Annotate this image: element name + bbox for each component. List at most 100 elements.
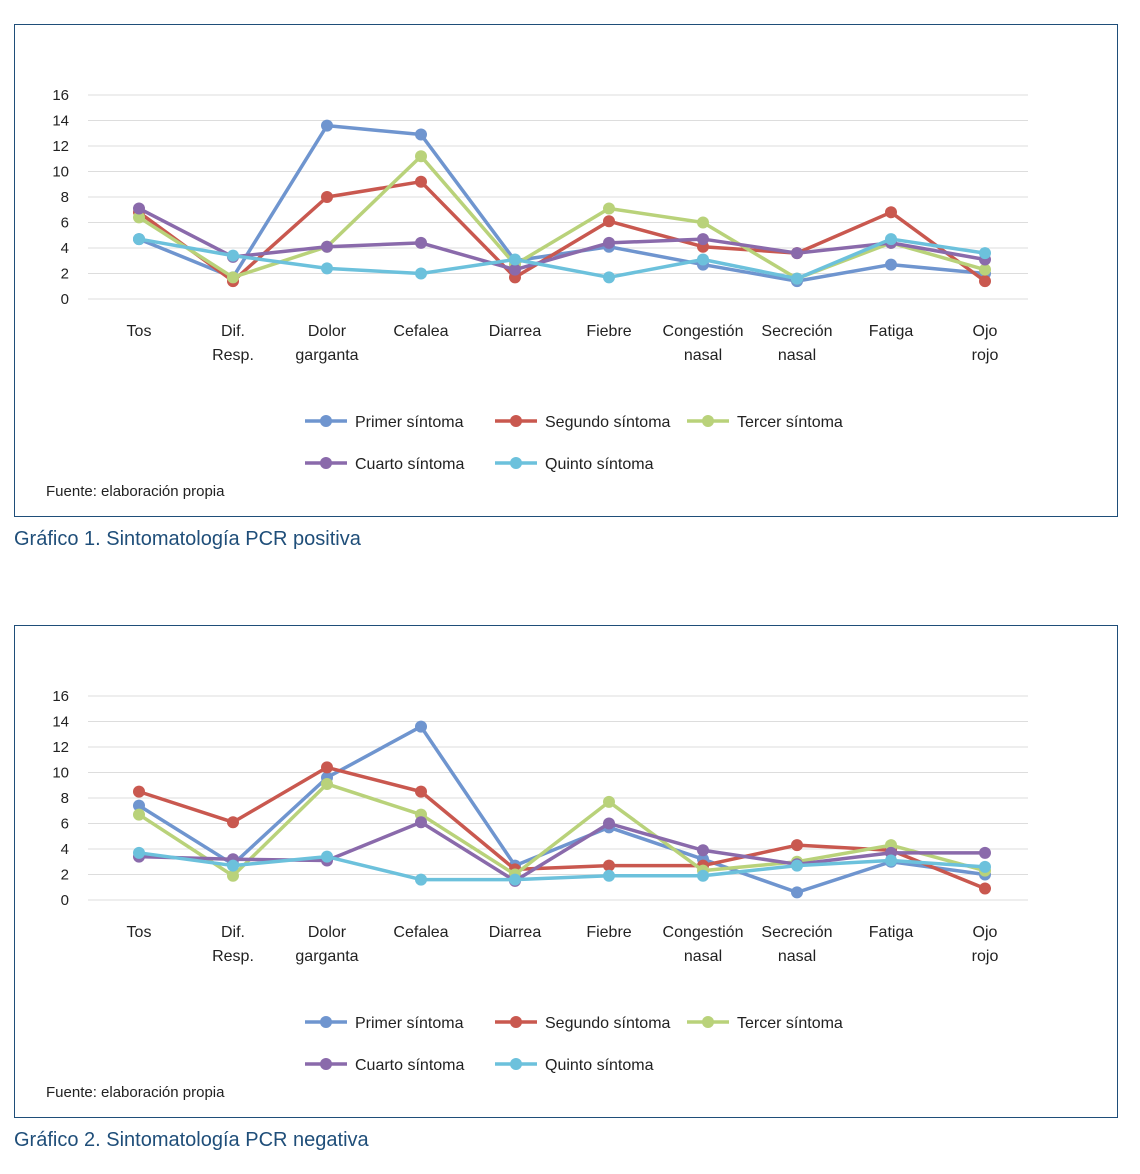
legend-label: Tercer síntoma	[737, 1015, 843, 1032]
x-category-label: nasal	[778, 347, 816, 364]
data-point-quinto	[979, 247, 991, 260]
data-point-primer	[791, 886, 803, 899]
legend-swatch-marker	[702, 1016, 714, 1028]
y-tick-label: 14	[52, 113, 69, 130]
legend-swatch-marker	[702, 415, 714, 427]
x-category-label: Tos	[127, 323, 152, 340]
x-category-label: Fiebre	[586, 323, 631, 340]
data-point-quinto	[509, 253, 521, 266]
x-category-label: Dolor	[308, 924, 347, 941]
x-category-label: garganta	[295, 948, 358, 965]
chart-1-svg: 0 2 4 6 8 10 12 14 16 Tos Dif. Resp. Dolor garganta Ce…	[46, 87, 1028, 500]
data-point-segundo	[321, 191, 333, 203]
series-line-tercer	[138, 782, 986, 878]
data-point-tercer	[415, 150, 427, 163]
data-point-quinto	[791, 272, 803, 285]
chart-2-caption: Gráfico 2. Sintomatología PCR negativa	[14, 1129, 369, 1151]
legend-swatch-marker	[510, 457, 522, 469]
data-point-tercer	[697, 216, 709, 229]
data-point-cuarto	[321, 240, 333, 253]
x-category-label: rojo	[972, 347, 999, 364]
data-point-quinto	[885, 233, 897, 246]
y-tick-label: 6	[61, 215, 69, 232]
data-point-cuarto	[509, 263, 521, 276]
data-point-cuarto	[415, 816, 427, 829]
series-line-cuarto	[138, 206, 986, 272]
legend-label: Segundo síntoma	[545, 414, 671, 431]
x-category-label: Cefalea	[393, 924, 448, 941]
x-category-label: Secreción	[761, 924, 832, 941]
legend-label: Quinto síntoma	[545, 1057, 654, 1074]
data-point-cuarto	[697, 233, 709, 246]
data-point-tercer	[603, 795, 615, 808]
data-point-primer	[415, 128, 427, 141]
x-category-label: nasal	[684, 948, 722, 965]
data-point-cuarto	[979, 846, 991, 859]
data-point-quinto	[227, 249, 239, 262]
y-tick-label: 16	[52, 87, 69, 104]
series-line-segundo	[138, 765, 986, 891]
x-category-label: Resp.	[212, 347, 254, 364]
x-category-label: Fatiga	[869, 924, 914, 941]
y-tick-label: 12	[52, 138, 69, 155]
legend-swatch-marker	[320, 415, 332, 427]
legend-label: Cuarto síntoma	[355, 456, 464, 473]
data-point-cuarto	[603, 236, 615, 249]
y-tick-label: 14	[52, 714, 69, 731]
data-point-cuarto	[415, 236, 427, 249]
x-category-label: Congestión	[663, 924, 744, 941]
x-category-label: Secreción	[761, 323, 832, 340]
x-category-label: Diarrea	[489, 924, 542, 941]
x-category-label: Resp.	[212, 948, 254, 965]
source-note: Fuente: elaboración propia	[46, 483, 225, 500]
source-note: Fuente: elaboración propia	[46, 1084, 225, 1101]
data-point-quinto	[321, 262, 333, 275]
y-tick-label: 2	[61, 867, 69, 884]
y-tick-label: 8	[61, 189, 69, 206]
y-tick-label: 8	[61, 790, 69, 807]
data-point-primer	[885, 258, 897, 271]
series-line-quinto	[138, 851, 986, 882]
data-point-segundo	[979, 275, 991, 288]
y-tick-label: 6	[61, 816, 69, 833]
x-category-label: Ojo	[973, 924, 998, 941]
y-tick-label: 10	[52, 164, 69, 181]
data-point-tercer	[979, 263, 991, 276]
series-line-segundo	[137, 179, 987, 283]
x-category-label: Dif.	[221, 323, 245, 340]
data-point-cuarto	[697, 844, 709, 857]
data-point-tercer	[603, 202, 615, 215]
legend-label: Quinto síntoma	[545, 456, 654, 473]
x-category-label: Dolor	[308, 323, 347, 340]
y-tick-label: 12	[52, 739, 69, 756]
data-point-cuarto	[133, 202, 145, 215]
y-tick-label: 0	[61, 291, 69, 308]
data-point-tercer	[133, 211, 145, 224]
legend-label: Primer síntoma	[355, 1015, 464, 1032]
x-category-label: Dif.	[221, 924, 245, 941]
legend-swatch-marker	[510, 1016, 522, 1028]
y-tick-label: 10	[52, 765, 69, 782]
legend-swatch-marker	[510, 415, 522, 427]
data-point-tercer	[321, 777, 333, 790]
data-point-quinto	[509, 873, 521, 886]
series-line-quinto	[138, 237, 986, 281]
data-point-quinto	[791, 859, 803, 872]
legend-label: Tercer síntoma	[737, 414, 843, 431]
chart-2-svg: 0 2 4 6 8 10 12 14 16 Tos Dif. Resp. Dolor garganta Ce…	[46, 688, 1028, 1101]
legend-swatch-marker	[320, 1016, 332, 1028]
data-point-quinto	[697, 869, 709, 882]
data-point-quinto	[603, 869, 615, 882]
data-point-quinto	[415, 267, 427, 280]
data-point-segundo	[791, 839, 803, 852]
legend-label: Primer síntoma	[355, 414, 464, 431]
data-point-segundo	[979, 882, 991, 895]
data-point-primer	[321, 119, 333, 132]
y-tick-label: 16	[52, 688, 69, 705]
data-point-cuarto	[603, 817, 615, 830]
x-category-label: Cefalea	[393, 323, 448, 340]
data-point-quinto	[227, 859, 239, 872]
y-tick-label: 0	[61, 892, 69, 909]
data-point-quinto	[133, 233, 145, 246]
data-point-quinto	[697, 253, 709, 266]
